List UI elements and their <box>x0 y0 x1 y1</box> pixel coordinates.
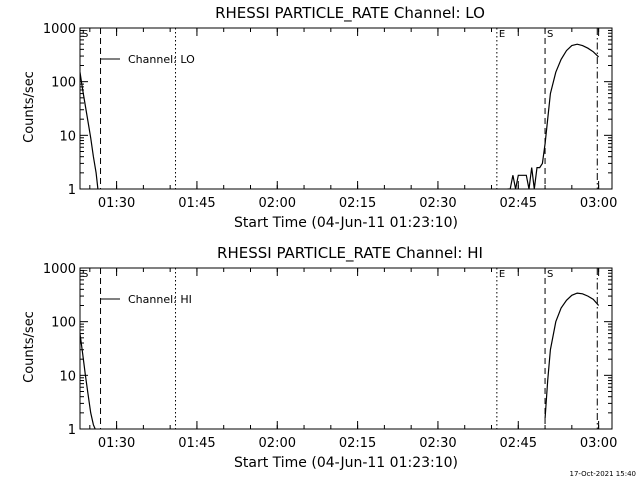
series-line-hi <box>544 292 600 419</box>
x-tick-label: 02:00 <box>259 196 296 211</box>
plot-area-lo: 01:30 01:45 02:00 02:15 02:30 02:45 03:00 1 10 10… <box>43 22 617 211</box>
x-axis-label-lo: Start Time (04-Jun-11 01:23:10) <box>234 215 458 231</box>
y-tick-label: 100 <box>51 316 76 331</box>
y-tick-label: 10 <box>59 369 76 384</box>
x-tick-label: 02:45 <box>500 196 537 211</box>
x-tick-label: 02:45 <box>500 436 537 451</box>
series-line-lo <box>80 72 99 189</box>
event-marker-label: E <box>499 269 505 280</box>
chart-title-lo: RHESSI PARTICLE_RATE Channel: LO <box>215 4 485 23</box>
y-tick-label: 1 <box>68 183 76 198</box>
x-tick-label: 03:00 <box>580 436 617 451</box>
y-tick-label: 1000 <box>43 22 76 37</box>
x-tick-label: 02:00 <box>259 436 296 451</box>
x-tick-label: 01:45 <box>178 196 215 211</box>
x-tick-label: 02:15 <box>339 196 376 211</box>
x-tick-label: 02:30 <box>419 196 456 211</box>
event-marker-label: E <box>499 29 505 40</box>
legend-label-hi: Channel: HI <box>128 293 192 306</box>
footer-timestamp: 17-Oct-2021 15:40 <box>570 470 636 478</box>
x-tick-label: 02:30 <box>419 436 456 451</box>
x-tick-label: 01:30 <box>98 196 135 211</box>
event-marker-label: S <box>547 269 553 280</box>
y-tick-label: 100 <box>51 76 76 91</box>
x-tick-label: 02:15 <box>339 436 376 451</box>
y-axis-label-lo: Counts/sec <box>22 71 37 143</box>
event-marker-label: S <box>82 269 88 280</box>
legend-label-lo: Channel: LO <box>128 53 195 66</box>
series-line-hi <box>80 333 96 429</box>
x-tick-label: 01:45 <box>178 436 215 451</box>
y-axis-label-hi: Counts/sec <box>22 311 37 383</box>
plot-area-hi: 01:30 01:45 02:00 02:15 02:30 02:45 03:00 1 10 10… <box>43 262 617 451</box>
event-marker-label: S <box>82 29 88 40</box>
x-tick-label: 03:00 <box>580 196 617 211</box>
x-tick-label: 01:30 <box>98 436 135 451</box>
y-tick-label: 10 <box>59 129 76 144</box>
y-tick-label: 1 <box>68 423 76 438</box>
series-line-lo <box>507 43 600 189</box>
chart-panel-hi: RHESSI PARTICLE_RATE Channel: HI Counts/… <box>22 244 617 471</box>
x-axis-label-hi: Start Time (04-Jun-11 01:23:10) <box>234 455 458 471</box>
chart-panel-lo: RHESSI PARTICLE_RATE Channel: LO Counts/… <box>22 4 617 231</box>
chart-title-hi: RHESSI PARTICLE_RATE Channel: HI <box>217 244 483 263</box>
y-tick-label: 1000 <box>43 262 76 277</box>
event-marker-label: S <box>547 29 553 40</box>
